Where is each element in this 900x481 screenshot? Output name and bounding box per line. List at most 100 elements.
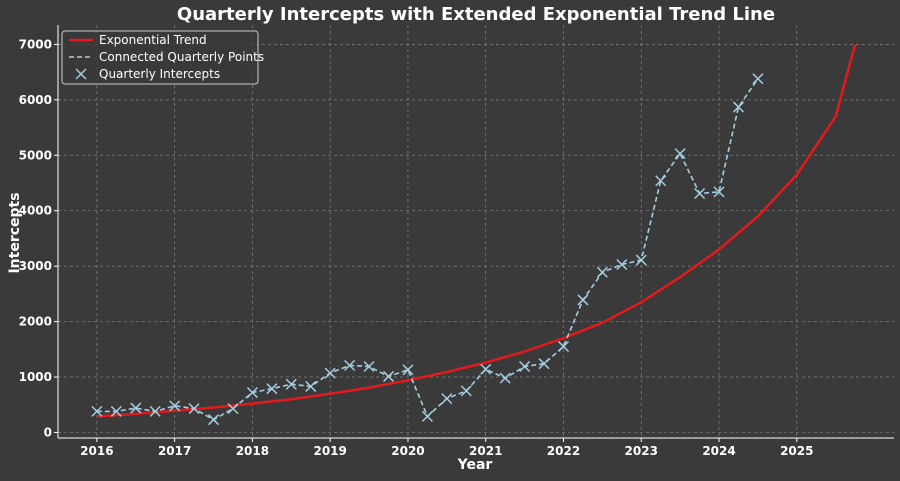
marker-stroke bbox=[169, 400, 181, 412]
marker-stroke bbox=[285, 378, 297, 390]
quarterly-intercept-marker bbox=[460, 385, 472, 397]
marker-stroke bbox=[480, 363, 492, 375]
quarterly-intercept-marker bbox=[402, 364, 414, 376]
quarterly-intercept-marker bbox=[577, 294, 589, 306]
marker-stroke bbox=[674, 148, 686, 160]
marker-stroke bbox=[713, 186, 725, 198]
legend-box bbox=[61, 30, 259, 85]
marker-stroke bbox=[266, 383, 278, 395]
marker-stroke bbox=[441, 393, 453, 405]
marker-stroke bbox=[635, 254, 647, 266]
quarterly-intercept-marker bbox=[635, 254, 647, 266]
marker-stroke bbox=[208, 414, 220, 426]
marker-stroke bbox=[402, 364, 414, 376]
quarterly-intercept-marker bbox=[266, 383, 278, 395]
quarterly-intercept-marker bbox=[91, 405, 103, 417]
quarterly-intercept-marker bbox=[305, 380, 317, 392]
series-layer bbox=[91, 44, 857, 426]
marker-stroke bbox=[110, 405, 122, 417]
quarterly-intercept-marker bbox=[188, 403, 200, 415]
y-tick-label: 0 bbox=[44, 425, 52, 439]
y-tick-label: 6000 bbox=[19, 93, 52, 107]
x-tick-label: 2023 bbox=[625, 444, 658, 458]
marker-stroke bbox=[246, 387, 258, 399]
quarterly-intercept-marker bbox=[421, 410, 433, 422]
quarterly-intercept-marker bbox=[441, 393, 453, 405]
marker-stroke bbox=[324, 367, 336, 379]
quarterly-intercept-marker bbox=[208, 414, 220, 426]
y-tick-label: 5000 bbox=[19, 148, 52, 162]
quarterly-intercept-marker bbox=[616, 258, 628, 271]
quarterly-intercept-marker bbox=[324, 367, 336, 379]
quarterly-intercept-marker bbox=[285, 378, 297, 390]
quarterly-intercept-marker bbox=[694, 187, 706, 200]
quarterly-intercept-marker bbox=[227, 403, 239, 415]
legend: Exponential Trend Connected Quarterly Po… bbox=[61, 30, 264, 85]
marker-stroke bbox=[752, 73, 764, 85]
axes-layer: 2016 2017 2018 2019 2020 2021 2022 2023 2024 2025… bbox=[19, 25, 894, 458]
marker-stroke bbox=[694, 187, 706, 200]
quarterly-intercept-marker bbox=[110, 405, 122, 417]
y-tick-label: 3000 bbox=[19, 259, 52, 273]
x-tick-label: 2021 bbox=[469, 444, 502, 458]
marker-stroke bbox=[363, 360, 375, 373]
exponential-trend-line bbox=[96, 44, 857, 418]
marker-stroke bbox=[460, 385, 472, 397]
quarterly-intercept-marker bbox=[169, 400, 181, 412]
grid-layer bbox=[58, 25, 894, 438]
quarterly-intercept-marker bbox=[713, 186, 725, 198]
marker-stroke bbox=[519, 360, 531, 373]
y-tick-label: 7000 bbox=[19, 37, 52, 51]
marker-stroke bbox=[382, 370, 395, 382]
legend-trend-label: Exponential Trend bbox=[99, 33, 207, 47]
marker-stroke bbox=[616, 258, 628, 271]
marker-stroke bbox=[557, 340, 570, 353]
marker-stroke bbox=[655, 175, 667, 187]
marker-stroke bbox=[149, 405, 161, 417]
legend-marker-swatch bbox=[75, 68, 87, 80]
quarterly-intercept-marker bbox=[480, 363, 492, 375]
marker-stroke bbox=[596, 266, 608, 278]
marker-stroke bbox=[421, 410, 433, 422]
marker-stroke bbox=[344, 359, 356, 371]
quarterly-intercept-marker bbox=[130, 402, 142, 414]
x-tick-label: 2016 bbox=[80, 444, 113, 458]
quarterly-intercept-marker bbox=[732, 101, 744, 113]
marker-stroke bbox=[305, 380, 317, 392]
quarterly-intercept-marker bbox=[246, 387, 258, 399]
x-tick-label: 2019 bbox=[313, 444, 346, 458]
quarterly-intercept-marker bbox=[382, 370, 395, 382]
quarterly-intercept-marker bbox=[344, 359, 356, 371]
quarterly-intercept-marker bbox=[752, 73, 764, 85]
quarterly-intercept-marker bbox=[538, 358, 550, 370]
quarterly-intercept-marker bbox=[596, 266, 608, 278]
y-tick-label: 4000 bbox=[19, 204, 52, 218]
y-axis-title: Intercepts bbox=[7, 192, 23, 273]
y-tick-label: 1000 bbox=[19, 370, 52, 384]
x-tick-label: 2018 bbox=[236, 444, 269, 458]
quarterly-intercept-marker bbox=[149, 405, 161, 417]
x-tick-label: 2017 bbox=[158, 444, 191, 458]
marker-stroke bbox=[732, 101, 744, 113]
legend-connected-label: Connected Quarterly Points bbox=[99, 50, 264, 64]
marker-stroke bbox=[499, 372, 511, 384]
quarterly-intercept-marker bbox=[655, 175, 667, 187]
legend-markers-label: Quarterly Intercepts bbox=[99, 67, 220, 81]
x-tick-label: 2025 bbox=[780, 444, 813, 458]
quarterly-intercept-marker bbox=[674, 148, 686, 160]
marker-stroke bbox=[538, 358, 550, 370]
x-tick-label: 2024 bbox=[702, 444, 735, 458]
marker-stroke bbox=[577, 294, 589, 306]
marker-stroke bbox=[91, 405, 103, 417]
x-axis-title: Year bbox=[457, 457, 493, 473]
quarterly-intercept-marker bbox=[499, 372, 511, 384]
marker-stroke bbox=[130, 402, 142, 414]
marker-stroke bbox=[227, 403, 239, 415]
x-tick-label: 2022 bbox=[547, 444, 580, 458]
quarterly-intercept-marker bbox=[363, 360, 375, 373]
marker-stroke bbox=[188, 403, 200, 415]
chart-title: Quarterly Intercepts with Extended Expon… bbox=[177, 4, 775, 25]
y-tick-label: 2000 bbox=[19, 315, 52, 329]
